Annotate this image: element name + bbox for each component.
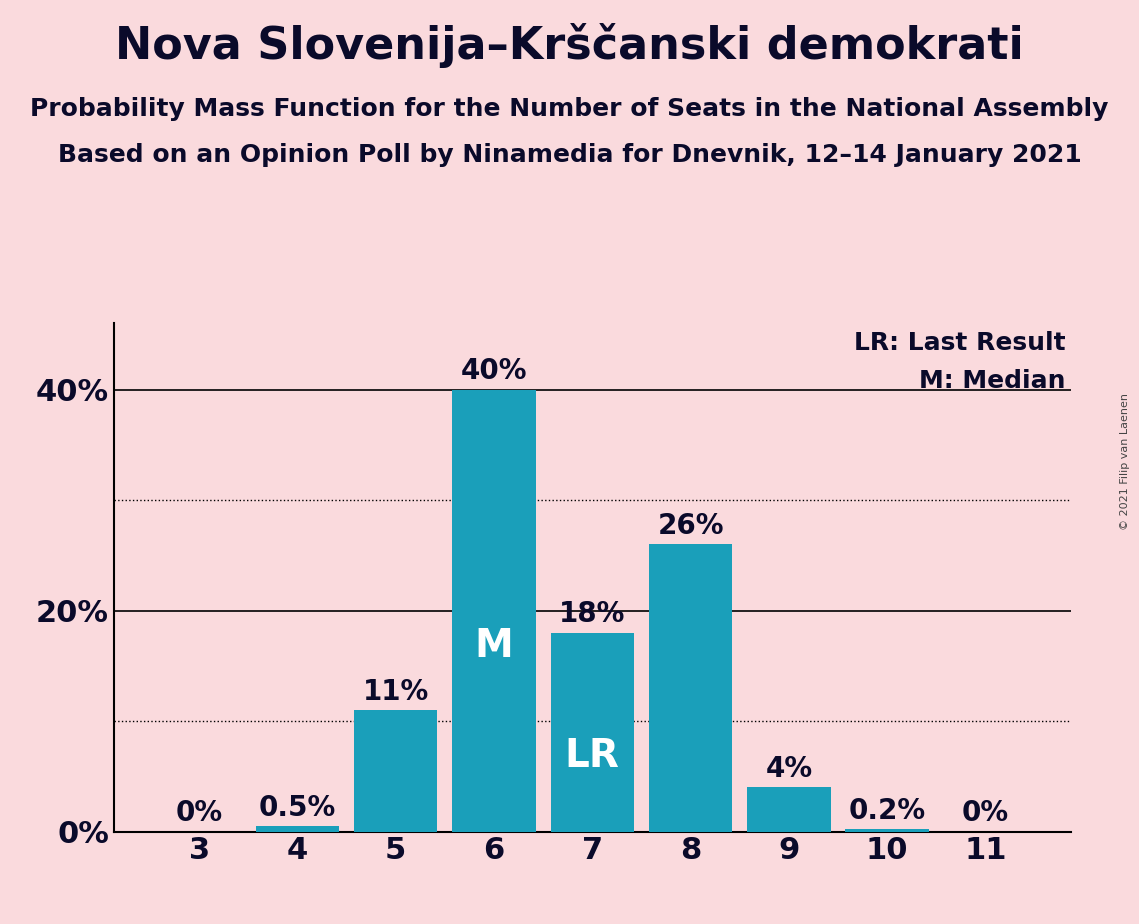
Text: 11%: 11% — [362, 677, 429, 706]
Text: Probability Mass Function for the Number of Seats in the National Assembly: Probability Mass Function for the Number… — [31, 97, 1108, 121]
Text: LR: LR — [565, 737, 620, 775]
Text: LR: Last Result: LR: Last Result — [854, 331, 1066, 355]
Bar — [255, 826, 339, 832]
Text: 40%: 40% — [461, 358, 527, 385]
Text: Nova Slovenija–Krščanski demokrati: Nova Slovenija–Krščanski demokrati — [115, 23, 1024, 68]
Bar — [354, 710, 437, 832]
Text: 18%: 18% — [559, 601, 625, 628]
Text: 0.2%: 0.2% — [849, 797, 926, 825]
Bar — [845, 830, 929, 832]
Bar — [550, 633, 634, 832]
Text: 0%: 0% — [961, 799, 1009, 827]
Text: M: M — [475, 627, 514, 665]
Text: 4%: 4% — [765, 755, 812, 783]
Text: © 2021 Filip van Laenen: © 2021 Filip van Laenen — [1120, 394, 1130, 530]
Text: Based on an Opinion Poll by Ninamedia for Dnevnik, 12–14 January 2021: Based on an Opinion Poll by Ninamedia fo… — [58, 143, 1081, 167]
Text: 26%: 26% — [657, 512, 723, 540]
Bar — [452, 390, 535, 832]
Text: 0%: 0% — [175, 799, 223, 827]
Bar — [649, 544, 732, 832]
Bar — [747, 787, 830, 832]
Text: M: Median: M: Median — [919, 369, 1066, 393]
Text: 0.5%: 0.5% — [259, 794, 336, 821]
